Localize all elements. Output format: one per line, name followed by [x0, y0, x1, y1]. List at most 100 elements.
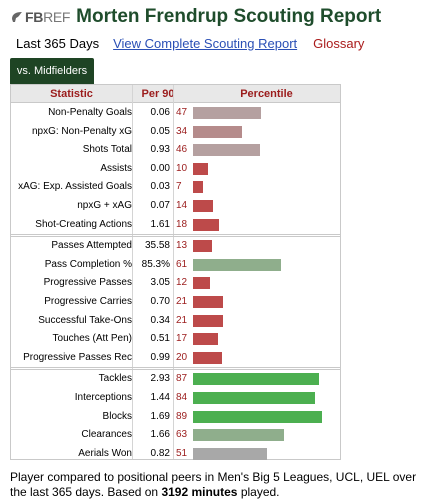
- stat-label: Progressive Carries: [44, 295, 132, 307]
- percentile-bar: [193, 258, 282, 271]
- table-row: npxG + xAG 0.07 14: [11, 197, 340, 216]
- stat-label: Clearances: [81, 429, 132, 441]
- percentile-bar: [193, 295, 224, 308]
- fbref-logo[interactable]: FB REF: [10, 9, 70, 25]
- table-row: Touches (Att Pen) 0.51 17: [11, 330, 340, 349]
- stat-label: Successful Take-Ons: [38, 314, 132, 326]
- percentile-bar: [193, 391, 315, 404]
- table-row: Interceptions 1.44 84: [11, 389, 340, 408]
- percentile-value: 17: [176, 333, 188, 345]
- percentile-value: 51: [176, 447, 188, 459]
- table-row: Successful Take-Ons 0.34 21: [11, 312, 340, 331]
- logo-ref-text: REF: [43, 9, 71, 25]
- percentile-value: 47: [176, 107, 188, 118]
- stat-label: Shot-Creating Actions: [35, 218, 132, 230]
- percentile-value: 34: [176, 125, 188, 137]
- percentile-bar: [193, 429, 285, 442]
- glossary-link[interactable]: Glossary: [313, 35, 365, 51]
- group-separator: [11, 367, 340, 371]
- per90-value: 85.3%: [141, 258, 170, 270]
- stat-label: Shots Total: [82, 144, 132, 156]
- percentile-value: 14: [176, 199, 188, 211]
- percentile-bar: [193, 240, 212, 253]
- column-divider: [132, 85, 133, 459]
- stat-label: xAG: Exp. Assisted Goals: [18, 181, 132, 193]
- table-row: Progressive Passes Rec 0.99 20: [11, 349, 340, 368]
- percentile-bar: [193, 277, 211, 290]
- per90-value: 1.61: [150, 218, 170, 230]
- percentile-bar: [193, 333, 218, 346]
- per90-value: 0.07: [150, 199, 170, 211]
- table-row: Non-Penalty Goals 0.06 47: [11, 104, 340, 123]
- percentile-bar: [193, 199, 214, 212]
- table-header: Statistic Per 90 Percentile: [11, 85, 340, 103]
- table-row: Tackles 2.93 87: [11, 370, 340, 389]
- table-row: Pass Completion % 85.3% 61: [11, 256, 340, 275]
- per90-value: 0.34: [150, 314, 170, 326]
- stat-label: Progressive Passes Rec: [23, 351, 132, 363]
- per90-value: 1.69: [150, 410, 170, 422]
- percentile-bar: [193, 181, 204, 194]
- logo-fb-text: FB: [25, 9, 44, 25]
- table-row: Shot-Creating Actions 1.61 18: [11, 216, 340, 235]
- stat-label: Pass Completion %: [44, 258, 132, 270]
- footer-minutes: 3192 minutes: [161, 485, 238, 499]
- percentile-value: 21: [176, 295, 188, 307]
- table-row: Progressive Carries 0.70 21: [11, 293, 340, 312]
- percentile-value: 61: [176, 258, 188, 270]
- group-separator: [11, 234, 340, 238]
- percentile-bar: [193, 144, 260, 157]
- percentile-value: 21: [176, 314, 188, 326]
- percentile-value: 10: [176, 162, 188, 174]
- per90-value: 0.82: [150, 447, 170, 459]
- per90-value: 0.70: [150, 295, 170, 307]
- fbref-logo-icon: [12, 12, 22, 22]
- per90-value: 1.44: [150, 391, 170, 403]
- table-row: Passes Attempted 35.58 13: [11, 237, 340, 256]
- page-header: FB REF Morten Frendrup Scouting Report: [10, 4, 381, 30]
- table-row: Aerials Won 0.82 51: [11, 445, 340, 464]
- per90-value: 0.93: [150, 144, 170, 156]
- per90-value: 0.03: [150, 181, 170, 193]
- table-row: xAG: Exp. Assisted Goals 0.03 7: [11, 178, 340, 197]
- percentile-bar: [193, 218, 220, 231]
- percentile-value: 87: [176, 373, 188, 385]
- percentile-bar: [193, 314, 224, 327]
- percentile-bar: [193, 410, 323, 423]
- current-period: Last 365 Days: [16, 35, 100, 51]
- per90-value: 35.58: [144, 240, 170, 252]
- percentile-bar: [193, 162, 208, 175]
- table-row: Assists 0.00 10: [11, 160, 340, 179]
- stat-label: Non-Penalty Goals: [48, 107, 132, 118]
- percentile-bar: [193, 447, 267, 460]
- percentile-bar: [193, 351, 222, 364]
- stat-label: Tackles: [98, 373, 132, 385]
- page-title: Morten Frendrup Scouting Report: [76, 6, 382, 27]
- percentile-value: 84: [176, 391, 188, 403]
- percentile-value: 7: [176, 181, 182, 193]
- percentile-value: 46: [176, 144, 188, 156]
- tab-vs-midfielders[interactable]: vs. Midfielders: [10, 58, 94, 84]
- stat-label: Assists: [100, 162, 132, 174]
- per90-value: 0.00: [150, 162, 170, 174]
- percentile-value: 12: [176, 277, 188, 289]
- stat-label: npxG: Non-Penalty xG: [31, 125, 132, 137]
- table-row: Clearances 1.66 63: [11, 426, 340, 445]
- percentile-value: 89: [176, 410, 188, 422]
- table-row: Shots Total 0.93 46: [11, 141, 340, 160]
- footer-text-before: Player compared to positional peers in M…: [10, 470, 417, 499]
- column-divider: [173, 85, 174, 459]
- per90-value: 3.05: [150, 277, 170, 289]
- complete-report-link[interactable]: View Complete Scouting Report: [113, 35, 298, 51]
- percentile-bar: [193, 107, 262, 119]
- stat-label: Aerials Won: [78, 447, 132, 459]
- per90-value: 0.51: [150, 333, 170, 345]
- per90-value: 1.66: [150, 429, 170, 441]
- percentile-value: 13: [176, 240, 188, 252]
- header-statistic: Statistic: [50, 88, 93, 100]
- per90-value: 0.99: [150, 351, 170, 363]
- header-percentile: Percentile: [240, 88, 293, 100]
- table-body: Non-Penalty Goals 0.06 47 npxG: Non-Penalty…: [11, 104, 340, 463]
- stat-label: Interceptions: [74, 391, 132, 403]
- footer-text-after: played.: [237, 485, 280, 499]
